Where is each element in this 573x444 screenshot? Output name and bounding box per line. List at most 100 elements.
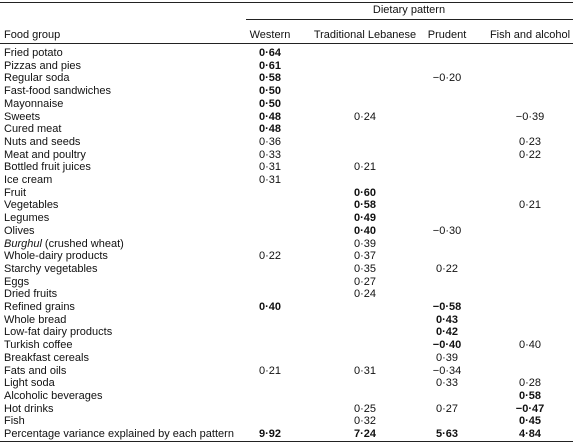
cell-value: 0·45: [518, 415, 542, 428]
row-label: Fried potato: [4, 47, 63, 59]
cell-value: 5·63: [435, 428, 459, 440]
row-label: Vegetables: [4, 199, 58, 211]
header-rule: [0, 43, 573, 44]
column-header: Western: [249, 29, 291, 41]
cell-value: 0·22: [258, 250, 282, 263]
row-label-text: Percentage variance explained by each pa…: [4, 428, 234, 440]
cell-value: 0·33: [435, 377, 459, 390]
row-label: Whole-dairy products: [4, 250, 108, 262]
cell-value: −0·30: [432, 224, 462, 237]
row-label: Whole bread: [4, 314, 66, 326]
cell-value: 0·48: [258, 123, 282, 136]
cell-value: 0·36: [258, 135, 282, 148]
row-label-text: Fried potato: [4, 47, 63, 59]
row-label: Mayonnaise: [4, 98, 63, 110]
row-label-text: Regular soda: [4, 72, 70, 85]
cell-value: 0·28: [518, 377, 542, 390]
row-label-text: Fruit: [4, 186, 26, 199]
cell-value: 0·50: [258, 85, 282, 98]
row-label: Burghul (crushed wheat): [4, 238, 124, 250]
row-label: Nuts and seeds: [4, 136, 80, 148]
cell-value: 7·24: [353, 428, 377, 440]
group-rule: [246, 19, 573, 20]
row-label-text: (crushed wheat): [44, 237, 124, 250]
row-label-text: Starchy vegetables: [4, 262, 98, 275]
cell-value: −0·39: [515, 110, 545, 123]
top-rule: [0, 2, 573, 3]
cell-value: 0·21: [518, 199, 542, 212]
row-label: Meat and poultry: [4, 149, 86, 161]
row-label: Breakfast cereals: [4, 352, 89, 364]
row-label: Alcoholic beverages: [4, 390, 102, 402]
row-label-text: Light soda: [4, 377, 55, 390]
row-label-text: Dried fruits: [4, 288, 58, 301]
row-label: Cured meat: [4, 123, 61, 135]
row-label-text: Sweets: [4, 110, 41, 123]
cell-value: 0·21: [258, 364, 282, 377]
cell-value: −0·58: [432, 301, 462, 313]
row-label: Bottled fruit juices: [4, 161, 91, 173]
cell-value: −0·47: [515, 402, 545, 415]
cell-value: −0·40: [432, 339, 462, 352]
bottom-rule: [0, 441, 573, 442]
cell-value: 0·39: [435, 351, 459, 364]
row-label: Eggs: [4, 276, 29, 288]
row-label-text: Breakfast cereals: [4, 351, 89, 364]
row-label-text: Whole-dairy products: [4, 250, 108, 263]
cell-value: 4·84: [518, 428, 542, 440]
column-header: Fish and alcohol: [489, 29, 571, 41]
row-label: Percentage variance explained by each pa…: [4, 428, 234, 440]
cell-value: 0·23: [518, 135, 542, 148]
row-label-text: Fish: [4, 415, 25, 428]
row-label: Hot drinks: [4, 403, 54, 415]
row-label-text: Nuts and seeds: [4, 135, 81, 148]
column-header: Food group: [4, 29, 61, 41]
row-label-text: Whole bread: [4, 313, 67, 326]
column-header: Prudent: [427, 29, 467, 41]
row-label-text: Mayonnaise: [4, 97, 64, 110]
row-label-text: Hot drinks: [4, 402, 54, 415]
row-label: Sweets: [4, 111, 40, 123]
row-label-text: Turkish coffee: [4, 339, 73, 352]
cell-value: 0·33: [258, 148, 282, 161]
row-label-text: Olives: [4, 224, 35, 237]
cell-value: 0·40: [353, 224, 377, 237]
row-label: Dried fruits: [4, 288, 57, 300]
row-label-text: Ice cream: [4, 174, 53, 186]
cell-value: 0·40: [518, 339, 542, 352]
row-label-text: Eggs: [4, 275, 30, 288]
cell-value: 0·32: [353, 415, 377, 428]
cell-value: 0·42: [435, 326, 459, 339]
row-label: Turkish coffee: [4, 339, 72, 351]
row-label: Olives: [4, 225, 35, 237]
cell-value: 0·39: [353, 237, 377, 250]
cell-value: 0·43: [435, 313, 459, 326]
cell-value: 0·21: [353, 161, 377, 174]
cell-value: 0·61: [258, 59, 282, 72]
cell-value: 0·58: [353, 199, 377, 212]
row-label-text: Alcoholic beverages: [4, 389, 103, 402]
row-label: Pizzas and pies: [4, 60, 81, 72]
row-label: Regular soda: [4, 72, 69, 84]
cell-value: 0·24: [353, 110, 377, 123]
cell-value: 0·31: [258, 174, 282, 186]
cell-value: 0·58: [258, 72, 282, 85]
row-label: Low-fat dairy products: [4, 326, 112, 338]
row-label-text: Pizzas and pies: [4, 59, 82, 72]
row-label-text: Vegetables: [4, 199, 59, 212]
cell-value: 0·31: [258, 161, 282, 174]
row-label: Ice cream: [4, 174, 52, 186]
column-header: Traditional Lebanese: [313, 29, 417, 41]
cell-value: 0·60: [353, 186, 377, 199]
cell-value: 0·37: [353, 250, 377, 263]
cell-value: 0·27: [435, 402, 459, 415]
row-label-text: Fast-food sandwiches: [4, 85, 111, 98]
row-label: Starchy vegetables: [4, 263, 98, 275]
cell-value: 0·24: [353, 288, 377, 301]
cell-value: 0·22: [435, 262, 459, 275]
row-label: Fruit: [4, 187, 26, 199]
row-label: Refined grains: [4, 301, 75, 313]
group-header: Dietary pattern: [372, 4, 446, 16]
cell-value: −0·20: [432, 72, 462, 85]
